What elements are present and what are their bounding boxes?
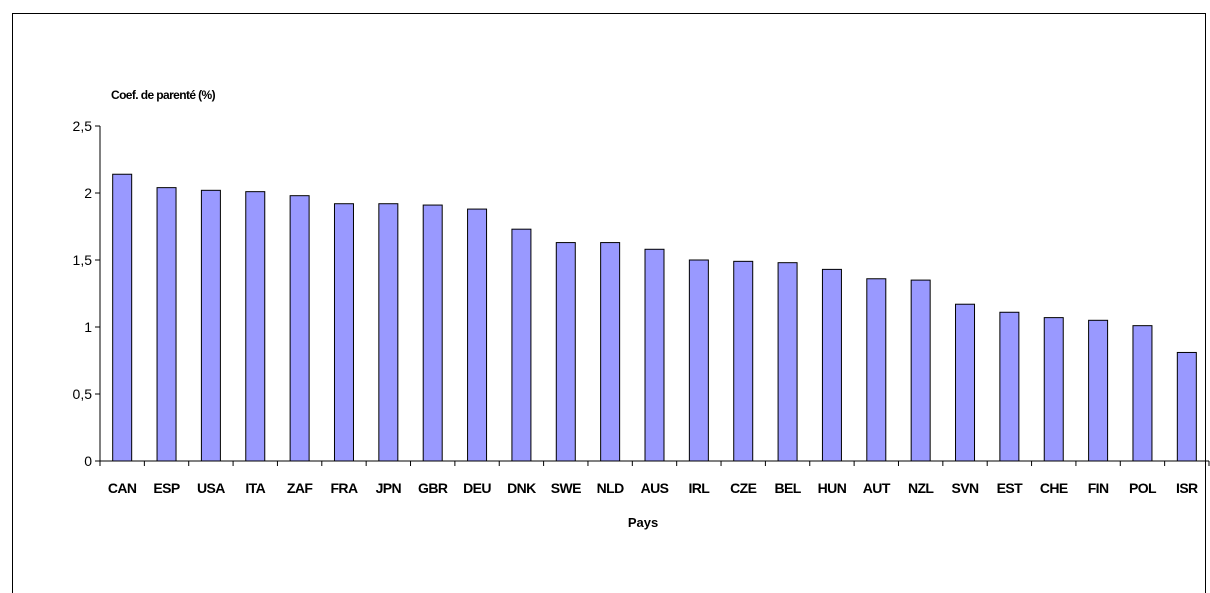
x-tick-label: ESP (153, 480, 179, 496)
x-tick-label: JPN (376, 480, 402, 496)
bar-esp (156, 187, 177, 462)
x-tick-label: DEU (463, 480, 491, 496)
bar-bel (777, 262, 798, 462)
bar-aut (866, 278, 887, 462)
bar-ita (245, 191, 266, 462)
x-tick-label: FRA (330, 480, 357, 496)
bar-nld (600, 242, 621, 462)
x-tick-label: AUS (641, 480, 669, 496)
y-axis-label: Coef. de parenté (%) (111, 88, 216, 102)
bar-cze (733, 260, 754, 462)
y-tick-label: 1,5 (73, 252, 93, 268)
x-tick-label: NZL (908, 480, 934, 496)
bar-chart: Coef. de parenté (%) 0 0,5 1 1,5 2 2,5 CAN ESP… (73, 88, 1210, 530)
x-tick-label: ISR (1176, 480, 1198, 496)
x-tick-label: SVN (952, 480, 979, 496)
x-tick-label: USA (197, 480, 225, 496)
bar-irl (688, 259, 709, 462)
x-tick-label: FIN (1088, 480, 1109, 496)
x-tick-label: GBR (418, 480, 448, 496)
bar-usa (200, 189, 221, 462)
x-tick-label: EST (997, 480, 1023, 496)
x-tick-label: BEL (774, 480, 801, 496)
x-tick-label: ZAF (287, 480, 313, 496)
bar-dnk (511, 228, 532, 462)
y-tick-label: 1 (84, 319, 92, 335)
bar-jpn (378, 203, 399, 462)
x-tick-label: CHE (1040, 480, 1068, 496)
x-tick-label: IRL (688, 480, 710, 496)
x-tick-label: CAN (108, 480, 137, 496)
y-tick-label: 2 (84, 185, 92, 201)
bar-deu (467, 208, 488, 462)
bar-pol (1132, 325, 1153, 462)
bar-gbr (422, 204, 443, 462)
bar-svn (955, 303, 976, 462)
bar-hun (821, 268, 842, 462)
x-tick-label: NLD (597, 480, 624, 496)
y-tick-label: 0,5 (73, 386, 93, 402)
y-tick-label: 0 (84, 453, 92, 469)
bar-fin (1088, 319, 1109, 462)
bar-est (999, 311, 1020, 462)
bar-isr (1176, 351, 1197, 462)
bar-nzl (910, 279, 931, 462)
bar-fra (333, 203, 354, 462)
x-tick-label: AUT (863, 480, 891, 496)
x-tick-label: SWE (551, 480, 581, 496)
x-tick-label: ITA (245, 480, 265, 496)
x-axis: CAN ESP USA ITA ZAF FRA JPN GBR DEU DNK SWE NLD AUS I… (99, 460, 1210, 496)
x-axis-label: Pays (628, 515, 658, 530)
bar-aus (644, 248, 665, 462)
y-axis: 0 0,5 1 1,5 2 2,5 (73, 118, 101, 469)
x-tick-label: CZE (730, 480, 756, 496)
bars (112, 173, 1197, 462)
bar-swe (555, 242, 576, 462)
x-tick-label: HUN (818, 480, 847, 496)
x-tick-label: DNK (507, 480, 536, 496)
bar-zaf (289, 195, 310, 462)
chart-frame (12, 13, 1206, 593)
bar-che (1043, 317, 1064, 462)
x-tick-label: POL (1129, 480, 1157, 496)
y-tick-label: 2,5 (73, 118, 93, 134)
bar-can (112, 173, 133, 462)
